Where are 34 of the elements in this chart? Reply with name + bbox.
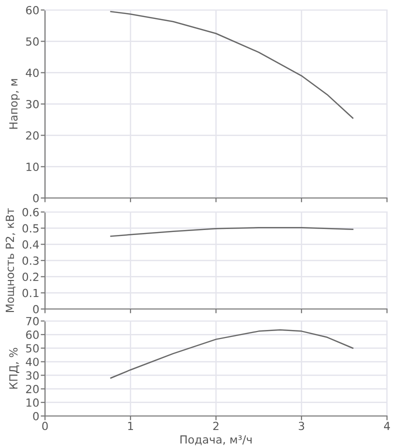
x-tick-label: 2	[213, 422, 218, 430]
x-tick-label: 3	[298, 422, 304, 430]
y-tick-label: 20	[26, 131, 39, 140]
x-axis-title: Подача, м³/ч	[180, 435, 252, 446]
y-axis-title: КПД, %	[9, 348, 20, 389]
line-series	[110, 227, 354, 237]
y-tick-label: 60	[26, 6, 39, 14]
y-tick-label: 0.3	[22, 256, 39, 265]
y-tick-label: 10	[26, 398, 39, 407]
y-tick-label: 60	[26, 330, 39, 339]
y-tick-label: 40	[26, 68, 39, 78]
y-axis-title: Мощность P2, кВт	[6, 208, 16, 312]
line-series	[110, 10, 354, 119]
y-tick-label: 0	[33, 412, 39, 420]
y-tick-label: 50	[26, 37, 39, 46]
y-tick-label: 30	[26, 371, 39, 380]
x-tick-label: 4	[384, 422, 390, 430]
y-tick-label: 0.4	[22, 240, 39, 249]
x-tick-label: 0	[42, 422, 48, 430]
y-tick-label: 50	[26, 344, 39, 353]
y-tick-label: 0.1	[22, 288, 38, 298]
x-tick-label: 1	[128, 422, 134, 430]
y-tick-label: 0.2	[22, 272, 38, 282]
line-series	[110, 329, 354, 379]
y-tick-label: 0.5	[22, 224, 38, 233]
y-tick-label: 70	[26, 316, 39, 326]
y-tick-label: 30	[26, 100, 39, 108]
y-tick-label: 20	[26, 384, 39, 394]
y-tick-label: 0	[33, 194, 39, 202]
y-axis-title: Напор, м	[9, 79, 20, 129]
y-tick-label: 10	[26, 162, 39, 172]
y-tick-label: 40	[26, 358, 39, 366]
y-tick-label: 0.6	[22, 208, 39, 216]
y-tick-label: 0	[33, 304, 39, 314]
